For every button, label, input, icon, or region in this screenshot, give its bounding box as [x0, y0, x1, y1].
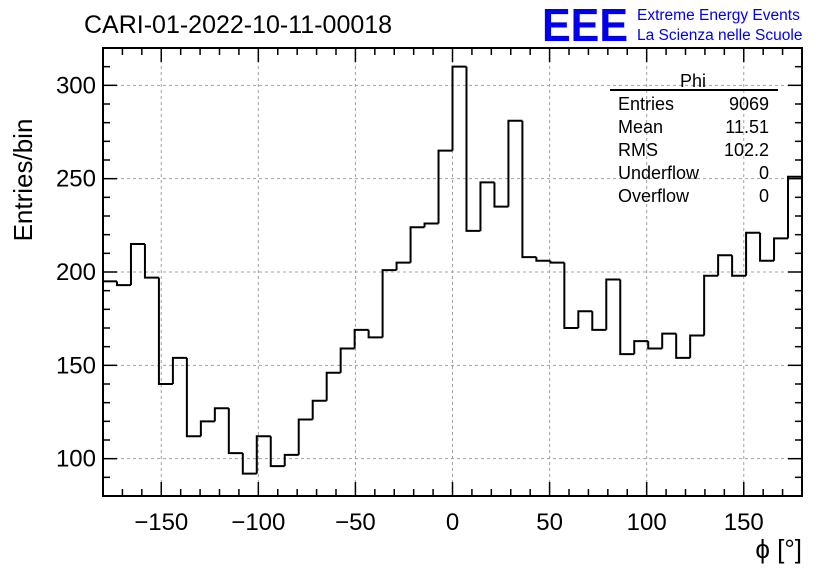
histogram-bin — [465, 66, 481, 232]
histogram-bin — [143, 244, 159, 279]
chart-title: CARI-01-2022-10-11-00018 — [84, 11, 392, 39]
y-tick-label: 300 — [56, 72, 96, 99]
x-tick-label: −100 — [231, 509, 285, 536]
histogram-bin — [605, 278, 621, 330]
histogram-bin — [661, 332, 677, 349]
histogram-bin — [591, 311, 607, 331]
histogram-bin — [381, 269, 397, 338]
x-tick-label: −50 — [335, 509, 376, 536]
histogram-bin — [269, 436, 285, 468]
histogram-bin — [619, 279, 635, 356]
histogram-bin — [199, 420, 215, 437]
x-tick-label: 50 — [536, 509, 563, 536]
histogram-bin — [339, 347, 355, 373]
histogram-bin — [395, 261, 411, 271]
histogram-bin — [185, 357, 201, 438]
stats-row-value: 11.51 — [725, 117, 769, 137]
stats-row-label: Underflow — [618, 163, 700, 183]
histogram-bin — [451, 65, 467, 151]
stats-row-label: Overflow — [618, 186, 690, 206]
histogram-bin — [493, 182, 509, 208]
histogram-bin — [535, 257, 551, 262]
histogram-bin — [213, 407, 229, 422]
histogram-bin — [759, 232, 775, 262]
histogram-bin — [311, 399, 327, 420]
histogram-bin — [647, 341, 663, 350]
histogram-bin — [563, 262, 579, 329]
y-tick-label: 250 — [56, 166, 96, 193]
histogram-bin — [633, 340, 649, 355]
histogram-bin — [731, 255, 747, 277]
eee-logo-line1: Extreme Energy Events — [637, 7, 800, 24]
histogram-bin — [171, 356, 187, 384]
histogram-bin — [227, 408, 243, 455]
histogram-bin — [353, 328, 369, 349]
y-tick-label: 100 — [56, 446, 96, 473]
histogram-bin — [129, 243, 145, 286]
y-tick-label: 200 — [56, 259, 96, 286]
histogram-bin — [479, 181, 495, 231]
histogram-bin — [703, 274, 719, 336]
histogram-bin — [409, 226, 425, 263]
y-axis-label: Entries/bin — [8, 119, 38, 242]
histogram-bin — [423, 222, 439, 228]
x-axis-label: ϕ [°] — [755, 534, 802, 564]
histogram-bin — [437, 149, 453, 224]
eee-logo-line2: La Scienza nelle Scuole — [637, 27, 802, 44]
eee-logo: EEE Extreme Energy Events La Scienza nel… — [542, 0, 802, 51]
stats-title: Phi — [680, 71, 706, 91]
x-tick-label: 100 — [627, 509, 667, 536]
histogram-bin — [745, 231, 761, 276]
stats-row-value: 0 — [759, 186, 769, 206]
histogram-bars — [103, 65, 802, 475]
histogram-bin — [507, 119, 523, 207]
stats-row-label: Entries — [618, 94, 674, 114]
histogram-bin — [787, 175, 802, 239]
histogram-bin — [675, 333, 691, 359]
histogram-bin — [157, 277, 173, 385]
stats-row-value: 9069 — [729, 94, 769, 114]
x-tick-label: 0 — [446, 509, 459, 536]
histogram-bin — [717, 254, 733, 276]
stats-row-label: RMS — [618, 140, 658, 160]
y-tick-label: 150 — [56, 352, 96, 379]
histogram-bin — [115, 281, 131, 287]
histogram-bin — [241, 453, 257, 475]
histogram-bin — [367, 329, 383, 339]
histogram-bin — [773, 237, 789, 261]
eee-logo-mark: EEE — [542, 0, 628, 51]
histogram-bin — [689, 334, 705, 358]
stats-row-value: 0 — [759, 163, 769, 183]
stats-box: Phi Entries 9069 Mean 11.51 RMS 102.2 Underflo… — [610, 71, 778, 206]
x-tick-label: −150 — [134, 509, 188, 536]
stats-row-label: Mean — [618, 117, 663, 137]
histogram-bin — [297, 418, 313, 455]
histogram-bin — [325, 371, 341, 401]
axes — [102, 47, 803, 497]
tick-labels: −150 −100 −50 0 50 100 150 100 150 200 250 300 — [56, 72, 764, 536]
histogram-bin — [255, 435, 271, 474]
histogram-bin — [549, 260, 565, 264]
histogram-bin — [283, 453, 299, 467]
histogram-bin — [521, 120, 537, 259]
stats-row-value: 102.2 — [724, 140, 769, 160]
x-tick-label: 150 — [724, 509, 764, 536]
histogram-bin — [577, 310, 593, 328]
